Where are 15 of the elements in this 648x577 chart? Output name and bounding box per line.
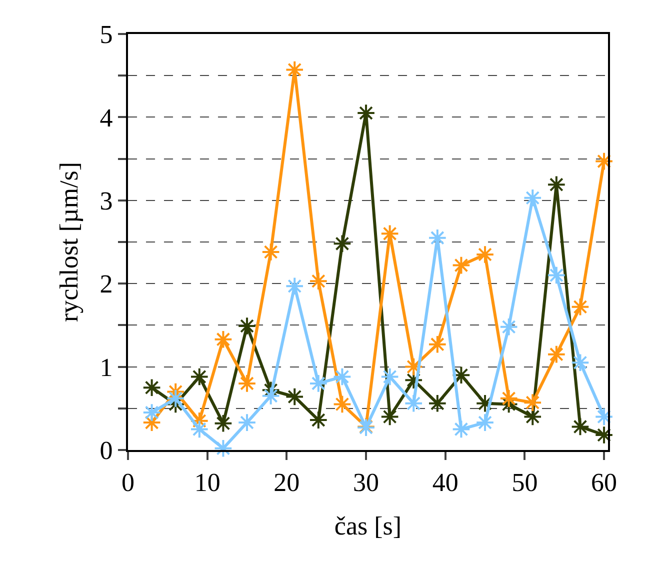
x-tick-label: 10 <box>194 468 220 498</box>
x-tick-label: 0 <box>122 468 134 498</box>
y-tick-label: 1 <box>100 352 113 382</box>
x-tick-label: 30 <box>353 468 380 498</box>
x-tick-label: 40 <box>432 468 458 498</box>
y-axis-title: rychlost [µm/s] <box>54 162 84 322</box>
y-tick-label: 2 <box>100 270 113 299</box>
y-tick-label: 3 <box>100 186 113 216</box>
x-tick-label: 20 <box>274 468 300 498</box>
y-tick-label: 4 <box>100 103 113 132</box>
x-tick-label: 60 <box>591 468 618 498</box>
y-tick-label: 5 <box>100 20 113 50</box>
y-tick-label: 0 <box>100 436 113 466</box>
x-axis-title: čas [s] <box>334 511 402 540</box>
x-tick-label: 50 <box>512 468 538 498</box>
